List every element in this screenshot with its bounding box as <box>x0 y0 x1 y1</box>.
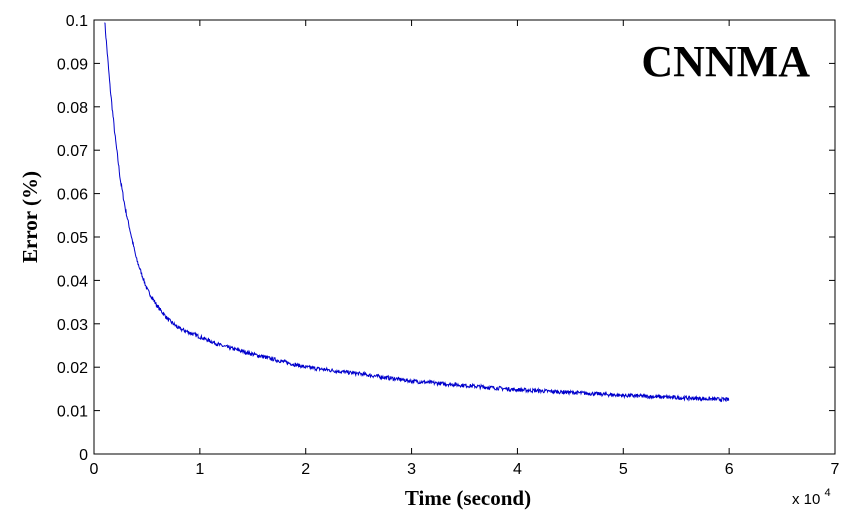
x-tick-label: 4 <box>513 461 522 478</box>
series-layer <box>104 22 730 403</box>
y-tick-label: 0.01 <box>57 404 88 421</box>
x-tick-label: 1 <box>195 461 204 478</box>
x-axis: 0 1 2 3 4 5 6 7 <box>90 20 840 478</box>
x-multiplier-label: x 10 4 <box>792 487 831 508</box>
y-tick-label: 0.08 <box>57 100 88 117</box>
x-axis-title: Time (second) <box>405 486 531 510</box>
x-tick-label: 5 <box>619 461 628 478</box>
x-multiplier-base: x 10 <box>792 491 820 508</box>
y-axis: 0 0.01 0.02 0.03 0.04 0.05 0.06 0.07 0.08 0.09 0.1 <box>57 13 835 464</box>
y-tick-label: 0.05 <box>57 230 88 247</box>
y-tick-label: 0.07 <box>57 143 88 160</box>
x-tick-label: 7 <box>831 461 840 478</box>
x-tick-label: 6 <box>725 461 734 478</box>
y-tick-label: 0.02 <box>57 360 88 377</box>
error-series-line <box>104 22 730 403</box>
y-axis-title: Error (%) <box>18 171 42 263</box>
y-tick-label: 0.06 <box>57 187 88 204</box>
y-tick-label: 0.09 <box>57 56 88 73</box>
y-tick-label: 0 <box>79 447 88 464</box>
y-tick-label: 0.1 <box>66 13 88 30</box>
y-tick-label: 0.03 <box>57 317 88 334</box>
plot-background <box>94 20 835 454</box>
x-tick-label: 3 <box>407 461 416 478</box>
x-multiplier-exponent: 4 <box>825 487 831 499</box>
annotation-label: CNNMA <box>641 37 810 86</box>
x-tick-label: 2 <box>301 461 310 478</box>
x-tick-label: 0 <box>90 461 99 478</box>
y-tick-label: 0.04 <box>57 273 88 290</box>
